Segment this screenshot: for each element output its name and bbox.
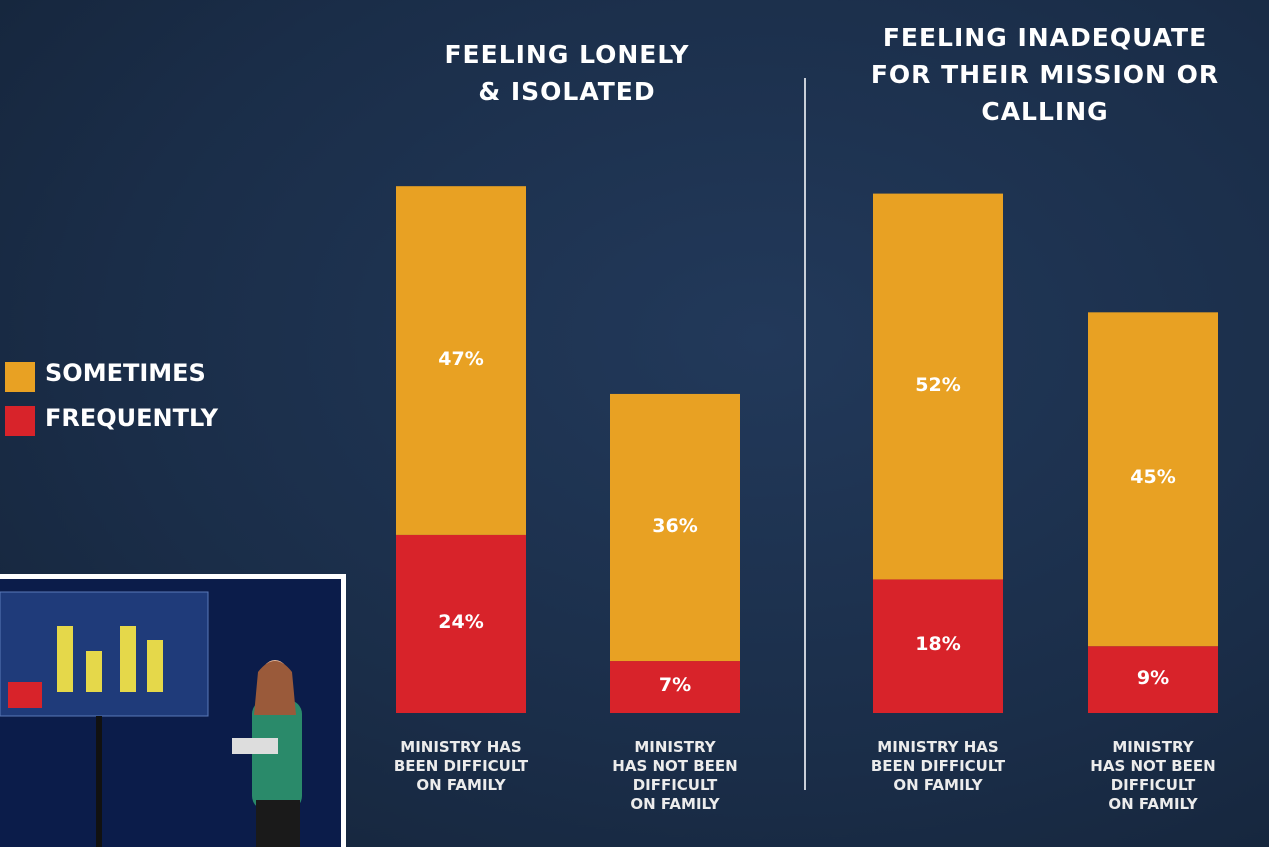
value-label: 45%	[1130, 466, 1176, 489]
value-label: 24%	[438, 610, 484, 633]
value-label: 47%	[438, 347, 484, 370]
value-label: 18%	[915, 633, 961, 656]
category-label: MINISTRY HAS NOT BEEN DIFFICULT ON FAMIL…	[612, 738, 738, 813]
chart-title: FEELING INADEQUATE FOR THEIR MISSION OR …	[870, 23, 1220, 126]
value-label: 52%	[915, 373, 961, 396]
bar-segment	[610, 661, 740, 713]
bar-segment	[396, 186, 526, 535]
bar-segment	[610, 393, 740, 662]
legend-swatch	[5, 362, 35, 392]
category-label: MINISTRY HAS BEEN DIFFICULT ON FAMILY	[393, 738, 529, 794]
bar-segment	[1088, 312, 1218, 647]
category-label: MINISTRY HAS BEEN DIFFICULT ON FAMILY	[870, 738, 1006, 794]
legend-label: FREQUENTLY	[45, 404, 218, 432]
bar-segment	[873, 193, 1003, 580]
category-label: MINISTRY HAS NOT BEEN DIFFICULT ON FAMIL…	[1090, 738, 1216, 813]
value-label: 9%	[1136, 666, 1170, 689]
value-label: 36%	[652, 514, 698, 537]
bar-segment	[873, 579, 1003, 713]
video-inset	[0, 574, 346, 847]
chart-title: FEELING LONELY & ISOLATED	[444, 40, 690, 106]
value-label: 7%	[658, 674, 692, 697]
legend-swatch	[5, 406, 35, 436]
legend-label: SOMETIMES	[45, 359, 206, 387]
bar-segment	[1088, 646, 1218, 713]
bar-segment	[396, 534, 526, 713]
